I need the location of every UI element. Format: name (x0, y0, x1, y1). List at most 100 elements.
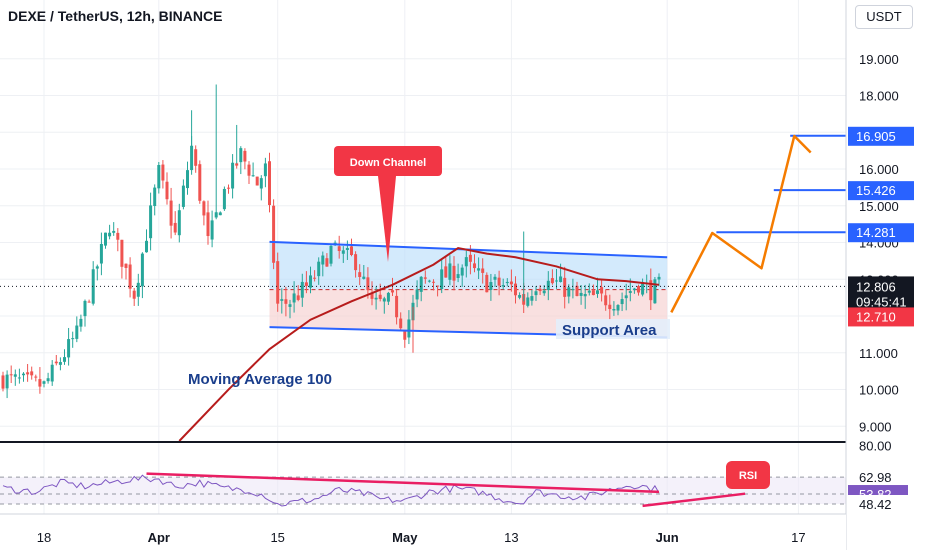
candle-body (440, 269, 444, 289)
callout-box (334, 146, 442, 176)
candle-body (370, 293, 374, 299)
candle-body (497, 277, 501, 286)
candle-body (313, 277, 317, 279)
candle-body (157, 164, 161, 189)
candle-body (231, 162, 235, 189)
support-area-label: Support Area (562, 322, 657, 339)
price-tick-label: 18.000 (859, 89, 899, 104)
candle-body (608, 304, 612, 310)
currency-selector[interactable]: USDT (855, 5, 913, 29)
candle-body (177, 210, 181, 236)
time-tick-label: May (392, 530, 418, 545)
candle-body (87, 301, 91, 303)
candle-body (485, 274, 489, 293)
candle-body (304, 282, 308, 286)
candle-body (104, 232, 107, 246)
candle-body (526, 297, 530, 306)
candle-body (1, 375, 5, 389)
candle-body (538, 288, 542, 292)
price-level-tag (848, 126, 914, 146)
candle-body (493, 276, 497, 280)
candle-body (509, 281, 513, 285)
time-tick-label: Jun (656, 530, 679, 545)
rsi-level-tag (848, 468, 908, 487)
candle-body (288, 304, 292, 307)
rsi-band (0, 477, 846, 504)
candle-body (276, 261, 280, 304)
candle-body (477, 268, 481, 271)
candle-body (391, 290, 394, 293)
candle-body (128, 264, 132, 289)
rsi-tick-label: 80.00 (859, 439, 892, 454)
candle-body (218, 212, 222, 216)
candle-body (222, 188, 226, 210)
moving-average-label: Moving Average 100 (188, 371, 332, 388)
candle-body (259, 178, 263, 189)
candle-body (641, 282, 645, 295)
candle-body (481, 268, 485, 273)
candle-body (378, 294, 382, 299)
candle-body (415, 289, 419, 300)
candle-body (600, 287, 604, 294)
candle-body (366, 277, 370, 291)
candle-body (530, 296, 534, 301)
candle-body (58, 362, 62, 365)
candle-body (120, 239, 124, 267)
candle-body (38, 379, 42, 387)
candle-body (559, 276, 563, 283)
candle-body (17, 377, 21, 379)
candle-body (26, 372, 30, 375)
candle-body (345, 248, 349, 250)
candle-body (124, 263, 128, 268)
candle-body (71, 338, 75, 340)
rsi-callout-box (726, 461, 770, 489)
candle-body (54, 361, 58, 364)
candle-body (464, 257, 468, 267)
candle-body (136, 282, 140, 297)
candle-body (210, 220, 214, 240)
candle-body (194, 149, 198, 166)
candle-body (292, 293, 296, 303)
candle-body (325, 258, 329, 267)
rsi-callout-label: RSI (739, 470, 757, 482)
candle-body (165, 181, 169, 200)
candle-body (280, 299, 284, 301)
candle-body (116, 232, 120, 240)
down-channel-callout: Down Channel (334, 146, 442, 262)
price-tick-label: 11.000 (859, 346, 898, 361)
time-tick-label: 13 (504, 530, 518, 545)
candle-body (243, 150, 247, 162)
candle-body (456, 274, 460, 279)
candle-body (227, 187, 230, 189)
candle-body (579, 292, 583, 296)
candle-body (145, 240, 148, 253)
candle-body (149, 205, 153, 239)
candle-body (395, 295, 399, 318)
candle-body (63, 357, 66, 362)
candle-body (206, 212, 210, 237)
candle-body (309, 275, 312, 288)
price-axis-bg (846, 0, 932, 550)
candle-body (321, 255, 325, 265)
callout-pointer (378, 176, 396, 262)
symbol-title[interactable]: DEXE / TetherUS, 12h, BINANCE (8, 8, 223, 24)
candle-body (436, 285, 440, 287)
candle-body (50, 364, 54, 382)
candle-body (444, 266, 448, 278)
last-price-value: 12.806 (856, 279, 896, 294)
candle-body (190, 145, 194, 171)
candle-body (427, 280, 431, 282)
candle-body (83, 300, 87, 317)
candle-body (198, 164, 202, 201)
rsi-line (2, 474, 660, 507)
candle-body (67, 339, 71, 358)
candle-body (604, 295, 608, 306)
candle-body (423, 277, 427, 279)
candle-body (596, 290, 599, 294)
candle-body (251, 175, 255, 177)
time-axis-bg (0, 514, 846, 550)
price-axis: 9.00010.00011.00012.00013.00014.00015.00… (845, 0, 932, 550)
candle-body (91, 269, 95, 304)
candle-body (534, 291, 538, 296)
